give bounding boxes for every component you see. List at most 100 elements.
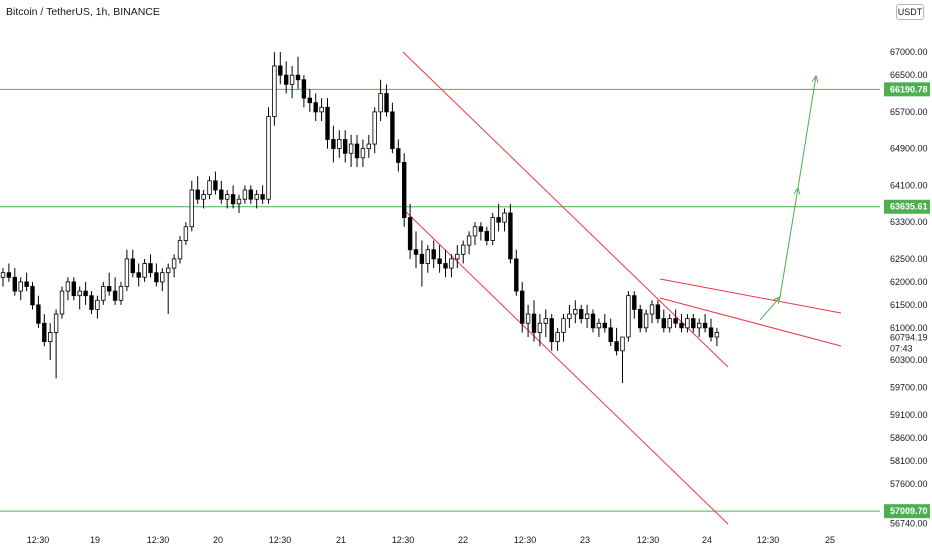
drawings-layer xyxy=(402,51,842,525)
candle-body xyxy=(248,189,253,200)
candle-body xyxy=(36,304,41,324)
candle-body xyxy=(331,139,336,150)
candle-body xyxy=(525,313,531,324)
candle-body xyxy=(242,189,248,200)
candle-body xyxy=(679,322,684,329)
candle-body xyxy=(490,217,495,241)
candle-body xyxy=(531,313,537,333)
candle-body xyxy=(708,327,714,338)
price-tick-label: 56740.00 xyxy=(890,519,928,529)
candle-body xyxy=(437,258,442,264)
candle-body xyxy=(213,180,218,191)
candle-body xyxy=(502,212,507,223)
time-tick-label: 12:30 xyxy=(269,535,292,545)
candle-body xyxy=(602,322,607,329)
candle-body xyxy=(401,162,407,218)
candle-body xyxy=(307,97,312,104)
channel-line[interactable] xyxy=(659,278,842,314)
candle-body xyxy=(24,281,29,287)
candle-body xyxy=(419,253,425,264)
projection-arrow[interactable] xyxy=(759,296,781,321)
candle-body xyxy=(278,65,283,76)
price-tick-label: 61000.00 xyxy=(890,323,928,333)
price-tick-label: 59700.00 xyxy=(890,383,928,393)
candle-body xyxy=(649,304,655,315)
price-tick-label: 64100.00 xyxy=(890,180,928,190)
level-price-label: 63635.61 xyxy=(890,202,928,212)
candle-body xyxy=(431,249,436,260)
candle-body xyxy=(667,318,672,329)
candle-body xyxy=(42,322,47,343)
projection-arrow[interactable] xyxy=(797,75,817,189)
candle-body xyxy=(614,341,619,352)
price-tick-label: 62500.00 xyxy=(890,254,928,264)
time-tick-label: 21 xyxy=(336,535,346,545)
price-tick-label: 64900.00 xyxy=(890,144,928,154)
time-tick-label: 12:30 xyxy=(514,535,537,545)
channel-line[interactable] xyxy=(402,51,729,368)
price-tick-label: 58600.00 xyxy=(890,433,928,443)
chart-title: Bitcoin / TetherUS, 1h, BINANCE xyxy=(6,6,160,18)
last-price-label: 60794.19 xyxy=(890,332,928,342)
candle-body xyxy=(514,258,519,292)
candle-body xyxy=(319,106,324,113)
candle-body xyxy=(266,116,271,200)
candle-body xyxy=(608,327,613,343)
candle-body xyxy=(655,304,661,320)
candle-body xyxy=(224,194,230,200)
price-tick-label: 61500.00 xyxy=(890,300,928,310)
candle-body xyxy=(195,189,200,200)
channel-line[interactable] xyxy=(659,297,842,347)
time-tick-label: 12:30 xyxy=(392,535,415,545)
candle-body xyxy=(348,143,354,154)
time-tick-label: 12:30 xyxy=(147,535,170,545)
time-tick-label: 12:30 xyxy=(757,535,780,545)
candle-body xyxy=(413,249,419,255)
candle-body xyxy=(697,322,702,329)
candle-body xyxy=(301,79,307,99)
levels-layer xyxy=(0,88,880,512)
candle-body xyxy=(543,318,548,324)
candle-body xyxy=(472,226,478,237)
level-price-badge xyxy=(884,199,930,214)
candle-body xyxy=(626,295,631,338)
candle-body xyxy=(154,272,159,283)
candle-body xyxy=(561,318,566,333)
candle-body xyxy=(520,290,525,324)
arrow-head xyxy=(811,74,819,83)
candle-body xyxy=(207,180,212,195)
candle-body xyxy=(372,111,377,145)
candle-body xyxy=(12,276,17,292)
time-tick-label: 24 xyxy=(702,535,712,545)
candle-body xyxy=(272,65,277,117)
price-tick-label: 62000.00 xyxy=(890,277,928,287)
candle-body xyxy=(313,102,318,113)
candle-body xyxy=(661,318,666,329)
candle-body xyxy=(118,286,124,301)
time-tick-label: 19 xyxy=(90,535,100,545)
candle-body xyxy=(130,258,135,274)
candle-body xyxy=(425,249,430,264)
level-price-badge xyxy=(884,504,930,519)
candle-body xyxy=(596,322,602,329)
price-tick-label: 57600.00 xyxy=(890,479,928,489)
currency-button[interactable]: USDT xyxy=(896,4,924,20)
candle-body xyxy=(702,322,708,329)
candles-layer xyxy=(0,52,720,383)
projection-arrow[interactable] xyxy=(779,187,799,298)
candle-body xyxy=(107,286,112,292)
time-axis: 12:30 19 12:30 20 12:30 21 12:30 22 12:30 23 12:30… xyxy=(27,535,835,545)
candle-body xyxy=(95,299,100,310)
candle-body xyxy=(189,189,194,228)
candle-body xyxy=(83,290,88,297)
candle-body xyxy=(478,226,484,232)
price-tick-label: 65700.00 xyxy=(890,107,928,117)
candle-body xyxy=(160,272,165,283)
candle-body xyxy=(183,226,189,241)
candle-body xyxy=(230,194,236,205)
candle-body xyxy=(360,148,366,159)
candle-body xyxy=(567,313,572,320)
candle-body xyxy=(165,267,171,274)
candle-body xyxy=(6,272,12,278)
